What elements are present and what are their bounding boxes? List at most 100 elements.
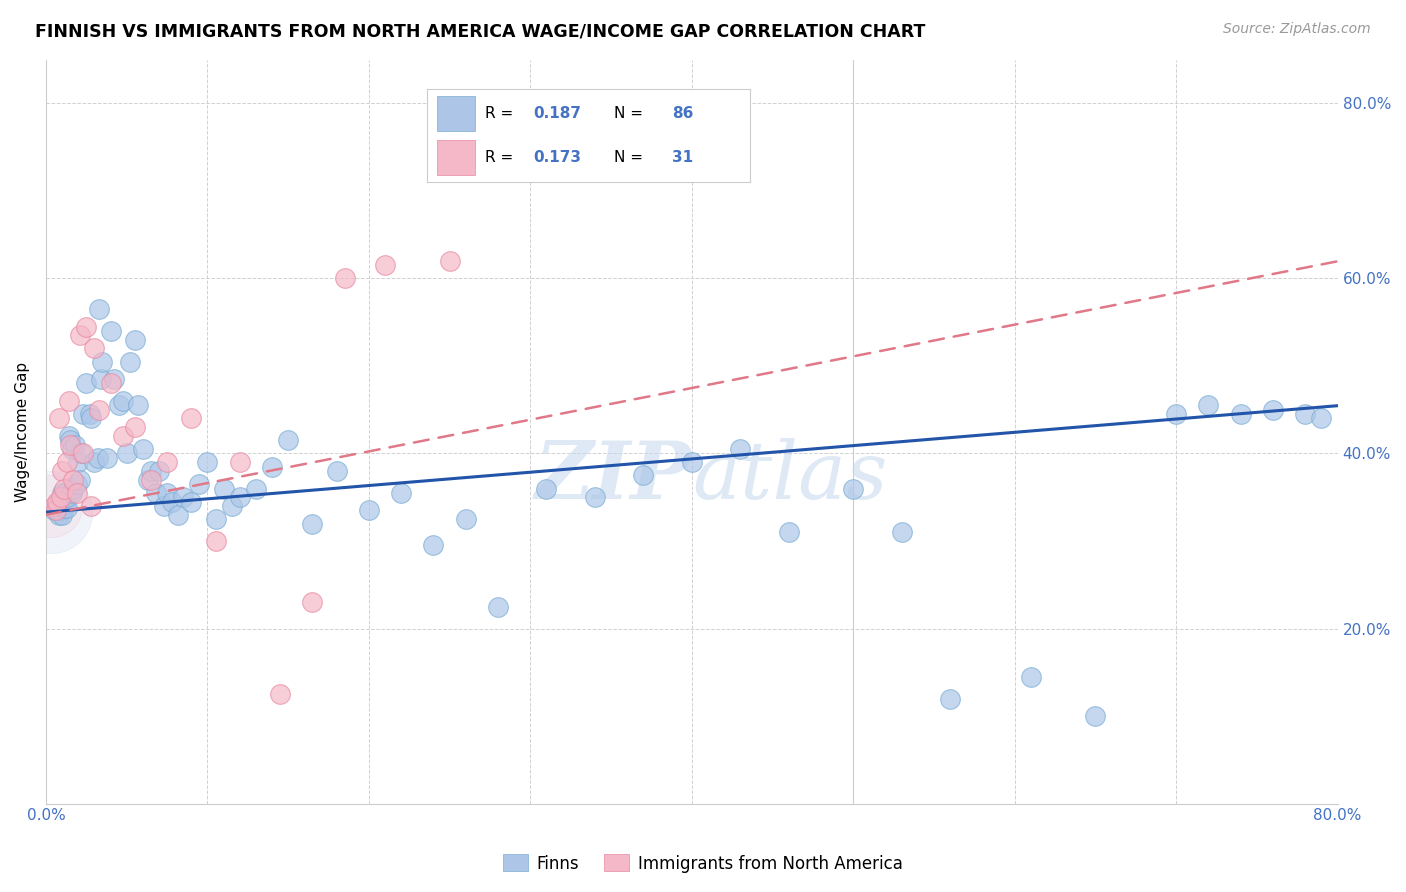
Text: atlas: atlas — [692, 437, 887, 515]
Point — [145, 486, 167, 500]
Point — [277, 434, 299, 448]
Point — [100, 324, 122, 338]
Text: Source: ZipAtlas.com: Source: ZipAtlas.com — [1223, 22, 1371, 37]
Point — [681, 455, 703, 469]
Point — [153, 499, 176, 513]
Point — [83, 455, 105, 469]
Point — [80, 411, 103, 425]
Point — [80, 499, 103, 513]
Point — [60, 486, 83, 500]
Point — [66, 477, 89, 491]
Point — [228, 490, 250, 504]
Point — [301, 516, 323, 531]
Point — [96, 450, 118, 465]
Point — [83, 342, 105, 356]
Point — [842, 482, 865, 496]
Point — [52, 500, 75, 515]
Point — [107, 398, 129, 412]
Y-axis label: Wage/Income Gap: Wage/Income Gap — [15, 361, 30, 501]
Point — [79, 407, 101, 421]
Point — [160, 494, 183, 508]
Point — [39, 499, 62, 513]
Point — [56, 455, 79, 469]
Point — [49, 490, 72, 504]
Point — [66, 486, 89, 500]
Point — [67, 455, 90, 469]
Point — [139, 464, 162, 478]
Point — [156, 486, 179, 500]
Point — [58, 429, 80, 443]
Point — [374, 258, 396, 272]
Point — [42, 499, 65, 513]
Point — [59, 434, 82, 448]
Point — [52, 490, 75, 504]
Point — [58, 394, 80, 409]
Point — [75, 319, 97, 334]
Point — [536, 482, 558, 496]
Point — [333, 271, 356, 285]
Point — [422, 538, 444, 552]
Point — [180, 494, 202, 508]
Point — [204, 534, 226, 549]
Point — [72, 407, 94, 421]
Point — [45, 503, 67, 517]
Point — [188, 477, 211, 491]
Point — [115, 446, 138, 460]
Point — [118, 354, 141, 368]
Point — [136, 473, 159, 487]
Point — [112, 394, 135, 409]
Legend: Finns, Immigrants from North America: Finns, Immigrants from North America — [496, 847, 910, 880]
Point — [89, 301, 111, 316]
Point — [890, 525, 912, 540]
Point — [69, 473, 91, 487]
Point — [939, 691, 962, 706]
Point — [228, 455, 250, 469]
Point — [86, 450, 108, 465]
Point — [124, 333, 146, 347]
Point — [46, 499, 69, 513]
Point — [212, 482, 235, 496]
Point — [48, 494, 70, 508]
Point — [221, 499, 243, 513]
Point — [103, 372, 125, 386]
Point — [139, 473, 162, 487]
Text: FINNISH VS IMMIGRANTS FROM NORTH AMERICA WAGE/INCOME GAP CORRELATION CHART: FINNISH VS IMMIGRANTS FROM NORTH AMERICA… — [35, 22, 925, 40]
Point — [72, 446, 94, 460]
Point — [42, 503, 65, 517]
Point — [1019, 670, 1042, 684]
Point — [1294, 407, 1316, 421]
Point — [156, 455, 179, 469]
Point — [245, 482, 267, 496]
Point — [167, 508, 190, 522]
Point — [357, 503, 380, 517]
Point — [389, 486, 412, 500]
Point — [124, 420, 146, 434]
Point — [46, 494, 69, 508]
Point — [51, 508, 73, 522]
Point — [56, 490, 79, 504]
Point — [49, 503, 72, 517]
Point — [127, 398, 149, 412]
Point — [1310, 411, 1333, 425]
Point — [59, 438, 82, 452]
Point — [53, 486, 76, 500]
Point — [1229, 407, 1251, 421]
Point — [1166, 407, 1188, 421]
Point — [89, 402, 111, 417]
Point — [39, 505, 62, 519]
Point — [1084, 709, 1107, 723]
Point — [56, 500, 79, 515]
Point — [52, 482, 75, 496]
Point — [439, 254, 461, 268]
Point — [454, 512, 477, 526]
Point — [301, 595, 323, 609]
Point — [60, 442, 83, 456]
Text: ZIP: ZIP — [534, 437, 692, 515]
Point — [728, 442, 751, 456]
Point — [69, 328, 91, 343]
Point — [70, 446, 93, 460]
Point — [100, 376, 122, 391]
Point — [778, 525, 800, 540]
Point — [48, 508, 70, 522]
Point — [49, 499, 72, 513]
